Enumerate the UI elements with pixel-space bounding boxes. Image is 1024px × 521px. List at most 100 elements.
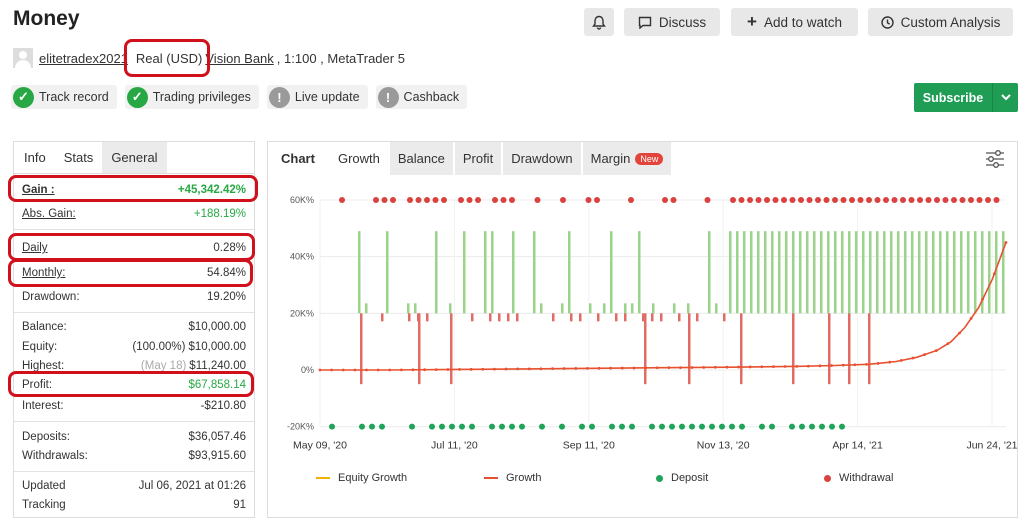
growth-point (446, 368, 450, 371)
withdrawal-point (628, 197, 634, 203)
deposit-point (789, 423, 795, 430)
x-tick-label: Jun 24, '21 (966, 440, 1017, 452)
legend-deposit[interactable]: Deposit (656, 472, 708, 484)
deposit-point (369, 423, 375, 430)
deposit-bar (841, 231, 844, 314)
notify-button[interactable] (584, 8, 614, 36)
deposit-point (429, 423, 435, 430)
growth-chart: 60K% 40K% 20K% 0% -20K% May 09, '20 Jul 11, '2… (287, 195, 1017, 452)
deposit-point (469, 423, 475, 430)
growth-point (469, 367, 473, 371)
withdrawal-bar (507, 313, 510, 322)
legend-equity-growth[interactable]: Equity Growth (316, 472, 407, 484)
withdrawal-point (738, 197, 745, 203)
badge-live-update[interactable]: ! Live update (266, 85, 368, 109)
deposit-bar (834, 231, 837, 314)
legend-withdrawal[interactable]: Withdrawal (824, 472, 893, 484)
badge-cashback[interactable]: ! Cashback (375, 85, 468, 109)
deposit-bar (890, 231, 893, 314)
withdrawal-point (704, 197, 711, 203)
chevron-down-icon[interactable] (992, 83, 1018, 112)
deposit-point (729, 423, 735, 430)
growth-point (527, 367, 531, 371)
x-tick-label: Nov 13, '20 (697, 440, 750, 452)
growth-point (318, 368, 322, 372)
deposit-bar (708, 231, 711, 314)
deposit-bar (631, 303, 634, 314)
chart-label: Chart (268, 142, 330, 175)
tab-info[interactable]: Info (15, 142, 55, 173)
deposit-point (509, 423, 515, 430)
withdrawal-point (415, 197, 422, 203)
discuss-button[interactable]: Discuss (624, 8, 720, 36)
deposit-bar (414, 303, 417, 314)
withdrawal-point (934, 197, 940, 203)
user-link[interactable]: elitetradex2021 (39, 50, 128, 66)
deposit-point (739, 423, 745, 430)
deposit-bar (757, 231, 760, 314)
deposit-bar (988, 231, 991, 314)
info-icon: ! (268, 86, 290, 108)
chart-tabs: Chart Growth Balance Profit Drawdown Mar… (268, 142, 674, 175)
growth-point (923, 353, 927, 356)
sliders-icon[interactable] (985, 150, 1005, 168)
withdrawal-point (891, 197, 898, 203)
withdrawal-bar-large (450, 313, 453, 385)
tab-margin[interactable]: Margin New (582, 142, 674, 175)
deposit-bar (946, 231, 949, 314)
custom-analysis-button[interactable]: Custom Analysis (868, 8, 1013, 36)
growth-point (888, 360, 892, 364)
withdrawal-bar-large (868, 313, 871, 385)
tab-general[interactable]: General (102, 142, 167, 173)
y-tick-label: 0% (301, 365, 314, 375)
growth-point (853, 363, 857, 367)
stat-deposits: Deposits: $36,057.46 (22, 431, 246, 443)
withdrawal-point (772, 197, 779, 203)
tab-growth[interactable]: Growth (329, 142, 390, 175)
discuss-label: Discuss (658, 14, 707, 30)
deposit-bar (743, 231, 746, 314)
withdrawal-bar-large (828, 313, 831, 385)
withdrawal-bar (696, 313, 699, 322)
withdrawal-point (968, 197, 974, 203)
tab-stats[interactable]: Stats (54, 142, 103, 173)
deposit-bar (449, 303, 452, 314)
clock-icon (880, 15, 894, 29)
withdrawal-bar (426, 313, 429, 322)
broker-link[interactable]: Vision Bank (205, 50, 274, 66)
badge-trading-privileges[interactable]: ✓ Trading privileges (124, 85, 259, 109)
withdrawal-bar (723, 313, 726, 322)
deposit-bar (939, 231, 942, 314)
deposit-point (619, 423, 625, 430)
deposit-bar (512, 231, 515, 314)
stat-drawdown: Drawdown: 19.20% (22, 291, 246, 303)
tab-drawdown[interactable]: Drawdown (503, 142, 583, 175)
growth-point (725, 365, 729, 369)
subscribe-button[interactable]: Subscribe (914, 83, 1018, 112)
growth-point (423, 368, 427, 372)
deposit-bar (750, 231, 753, 314)
info-icon: ! (377, 86, 399, 108)
deposit-bar (799, 231, 802, 314)
withdrawal-point (832, 197, 838, 203)
growth-point (818, 364, 822, 368)
tab-balance[interactable]: Balance (389, 142, 455, 175)
growth-point (586, 366, 589, 370)
badge-track-record[interactable]: ✓ Track record (11, 85, 117, 109)
growth-point (341, 368, 345, 372)
growth-point (330, 368, 334, 372)
withdrawal-bar (498, 313, 501, 322)
withdrawal-point (925, 197, 932, 203)
withdrawal-point (730, 197, 736, 203)
add-to-watch-button[interactable]: + Add to watch (731, 8, 858, 36)
deposit-bar (589, 303, 592, 314)
growth-point (737, 365, 740, 369)
avatar (13, 48, 33, 68)
legend-growth[interactable]: Growth (484, 472, 541, 484)
deposit-point (379, 423, 385, 430)
growth-point (830, 364, 833, 367)
tab-profit[interactable]: Profit (454, 142, 504, 175)
highlight-monthly (8, 259, 253, 287)
growth-point (702, 365, 706, 369)
deposit-point (439, 423, 445, 430)
